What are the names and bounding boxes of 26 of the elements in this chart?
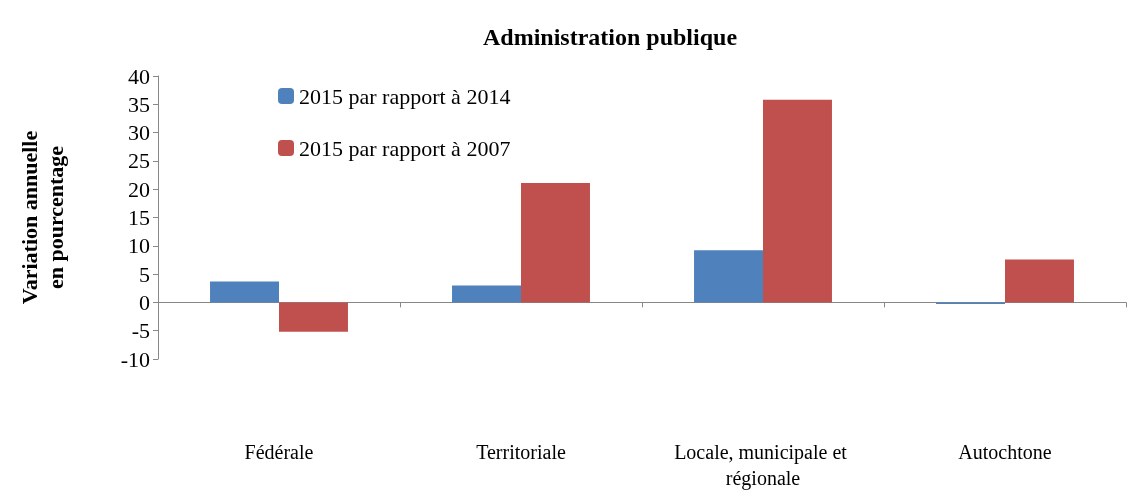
y-tick-label: -5 (131, 318, 150, 344)
y-axis-title: Variation annuelle en pourcentage (16, 130, 68, 305)
legend-label: 2015 par rapport à 2007 (299, 135, 511, 161)
y-tick-label: 40 (128, 63, 150, 89)
y-tick-label: 25 (128, 148, 150, 174)
legend-label: 2015 par rapport à 2014 (299, 83, 511, 109)
bar (210, 281, 279, 303)
x-tick-label: Autochtone (958, 441, 1052, 463)
y-tick-label: 35 (128, 91, 150, 117)
y-tick-label: 10 (128, 233, 150, 259)
bar (452, 285, 521, 303)
y-tick-label: 5 (139, 261, 150, 287)
x-tick-label: Locale, municipale et régionale (674, 441, 852, 490)
bar (521, 182, 590, 303)
y-tick-label: 15 (128, 205, 150, 230)
bar (279, 302, 348, 332)
chart-title: Administration publique (482, 24, 738, 50)
y-tick-label: 20 (128, 176, 150, 202)
bar (1005, 259, 1074, 303)
x-tick-label: Territoriale (476, 441, 566, 463)
bar (763, 99, 832, 303)
y-tick-label: -10 (120, 346, 150, 372)
bar (694, 250, 763, 303)
y-tick-label: 0 (139, 289, 150, 315)
x-tick-label: Fédérale (244, 441, 314, 463)
y-tick-label: 30 (128, 120, 150, 146)
